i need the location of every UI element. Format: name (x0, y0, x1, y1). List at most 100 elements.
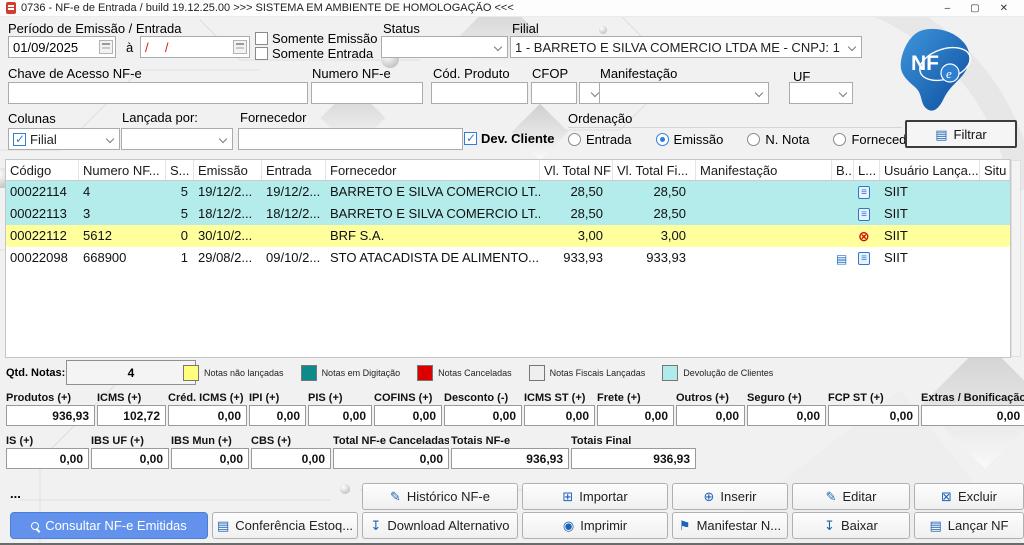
total-value[interactable]: 0,00 (249, 405, 306, 426)
total-value[interactable]: 0,00 (91, 448, 169, 469)
table-row[interactable]: 00022114 4 5 19/12/2... 19/12/2... BARRE… (6, 181, 1010, 203)
total-field: Outros (+) 0,00 (676, 392, 745, 426)
excluir-button[interactable]: Excluir (914, 483, 1024, 510)
chevron-down-icon (493, 42, 503, 52)
column-header[interactable]: Fornecedor (326, 160, 540, 180)
total-label: Extras / Bonificação (921, 392, 1024, 404)
column-header[interactable]: Entrada (262, 160, 326, 180)
consultar-nfe-emitidas-button[interactable]: Consultar NF-e Emitidas (10, 512, 208, 539)
editar-button[interactable]: Editar (792, 483, 910, 510)
minimize-button[interactable]: – (944, 2, 951, 14)
total-value[interactable]: 936,93 (571, 448, 696, 469)
table-row[interactable]: 00022113 3 5 18/12/2... 18/12/2... BARRE… (6, 203, 1010, 225)
total-value[interactable]: 0,00 (333, 448, 449, 469)
table-row[interactable]: 00022112 5612 0 30/10/2... BRF S.A. 3,00… (6, 225, 1010, 247)
cod-produto-input[interactable] (431, 82, 528, 104)
cell-manifestacao (696, 247, 832, 269)
historico-nfe-button[interactable]: Histórico NF-e (362, 483, 518, 510)
somente-emissao-checkbox[interactable]: Somente Emissão (255, 31, 378, 46)
button-icon (562, 490, 573, 503)
fornecedor-label: Fornecedor (240, 110, 307, 125)
column-header[interactable]: Numero NF... (79, 160, 166, 180)
total-value[interactable]: 0,00 (747, 405, 826, 426)
total-field: IBS UF (+) 0,00 (91, 435, 169, 469)
total-value[interactable]: 0,00 (374, 405, 442, 426)
fornecedor-input[interactable] (238, 128, 463, 150)
app-icon (6, 2, 16, 14)
column-header[interactable]: Vl. Total NF (540, 160, 613, 180)
checkbox-icon (464, 131, 477, 145)
baixar-button[interactable]: Baixar (792, 512, 910, 539)
lancada-por-select[interactable] (121, 128, 233, 150)
total-label: Produtos (+) (6, 392, 72, 404)
cell-fornecedor: STO ATACADISTA DE ALIMENTO... (330, 250, 540, 265)
table-body: 00022114 4 5 19/12/2... 19/12/2... BARRE… (6, 181, 1010, 269)
cell-vl-total-nf: 28,50 (570, 184, 603, 199)
total-field: Produtos (+) 936,93 (6, 392, 95, 426)
cfop-input[interactable] (531, 82, 577, 104)
manifestar-button[interactable]: Manifestar N... (672, 512, 788, 539)
column-header[interactable]: B... (832, 160, 854, 180)
somente-entrada-checkbox[interactable]: Somente Entrada (255, 46, 373, 61)
cell-usuario: SIIT (884, 206, 908, 221)
total-value[interactable]: 102,72 (97, 405, 166, 426)
window-title: 0736 - NF-e de Entrada / build 19.12.25.… (21, 2, 514, 14)
uf-select[interactable] (789, 82, 853, 104)
total-value[interactable]: 0,00 (171, 448, 249, 469)
lancar-nf-button[interactable]: Lançar NF (914, 512, 1024, 539)
column-header[interactable]: Emissão (194, 160, 262, 180)
column-header[interactable]: Código (6, 160, 79, 180)
column-header[interactable]: Situ (980, 160, 1010, 180)
cell-entrada: 19/12/2... (266, 184, 321, 199)
filtrar-button[interactable]: Filtrar (905, 120, 1017, 148)
cell-emissao: 19/12/2... (198, 184, 253, 199)
colunas-select[interactable]: Filial (8, 128, 120, 150)
total-value[interactable]: 0,00 (6, 448, 89, 469)
total-value[interactable]: 936,93 (451, 448, 569, 469)
conferencia-estoque-button[interactable]: Conferência Estoq... (212, 512, 358, 539)
chave-acesso-input[interactable] (8, 82, 308, 104)
total-value[interactable]: 0,00 (524, 405, 595, 426)
inserir-button[interactable]: Inserir (672, 483, 788, 510)
close-button[interactable]: ✕ (999, 2, 1008, 14)
total-value[interactable]: 936,93 (6, 405, 95, 426)
total-value[interactable]: 0,00 (676, 405, 745, 426)
more-options-label[interactable]: ... (10, 486, 21, 501)
total-value[interactable]: 0,00 (308, 405, 372, 426)
total-value[interactable]: 0,00 (168, 405, 247, 426)
column-header[interactable]: Manifestação (696, 160, 832, 180)
table-row[interactable]: 00022098 668900 1 29/08/2... 09/10/2... … (6, 247, 1010, 269)
total-value[interactable]: 0,00 (921, 405, 1024, 426)
ordenacao-radio[interactable]: Entrada (568, 132, 632, 147)
calendar-icon[interactable] (233, 40, 247, 54)
imprimir-button[interactable]: Imprimir (522, 512, 668, 539)
total-value[interactable]: 0,00 (828, 405, 919, 426)
importar-button[interactable]: Importar (522, 483, 668, 510)
status-select[interactable] (381, 36, 508, 58)
column-header[interactable]: Vl. Total Fi... (613, 160, 696, 180)
total-value[interactable]: 0,00 (444, 405, 522, 426)
column-header[interactable]: L... (854, 160, 880, 180)
total-label: Totais NF-e (451, 435, 511, 447)
column-header[interactable]: S... (166, 160, 194, 180)
dev-cliente-checkbox[interactable]: Dev. Cliente (464, 131, 554, 146)
total-field: IS (+) 0,00 (6, 435, 89, 469)
cell-lancamento (854, 181, 880, 203)
column-header[interactable]: Usuário Lança... (880, 160, 980, 180)
ordenacao-radio[interactable]: N. Nota (747, 132, 809, 147)
filial-select[interactable]: 1 - BARRETO E SILVA COMERCIO LTDA ME - C… (510, 36, 862, 58)
button-icon (941, 490, 952, 503)
total-value[interactable]: 0,00 (251, 448, 331, 469)
calendar-icon[interactable] (99, 40, 113, 54)
numero-nfe-input[interactable] (311, 82, 423, 104)
legend-swatch (662, 365, 679, 381)
download-alternativo-button[interactable]: Download Alternativo (362, 512, 518, 539)
vertical-scrollbar[interactable] (1011, 160, 1021, 357)
total-field: COFINS (+) 0,00 (374, 392, 442, 426)
cell-vl-total-nf: 3,00 (577, 228, 603, 243)
maximize-button[interactable]: ▢ (970, 2, 980, 14)
total-value[interactable]: 0,00 (597, 405, 674, 426)
manifestacao-select[interactable] (599, 82, 769, 104)
ordenacao-radio[interactable]: Emissão (655, 132, 723, 147)
cell-lancamento (854, 247, 880, 269)
